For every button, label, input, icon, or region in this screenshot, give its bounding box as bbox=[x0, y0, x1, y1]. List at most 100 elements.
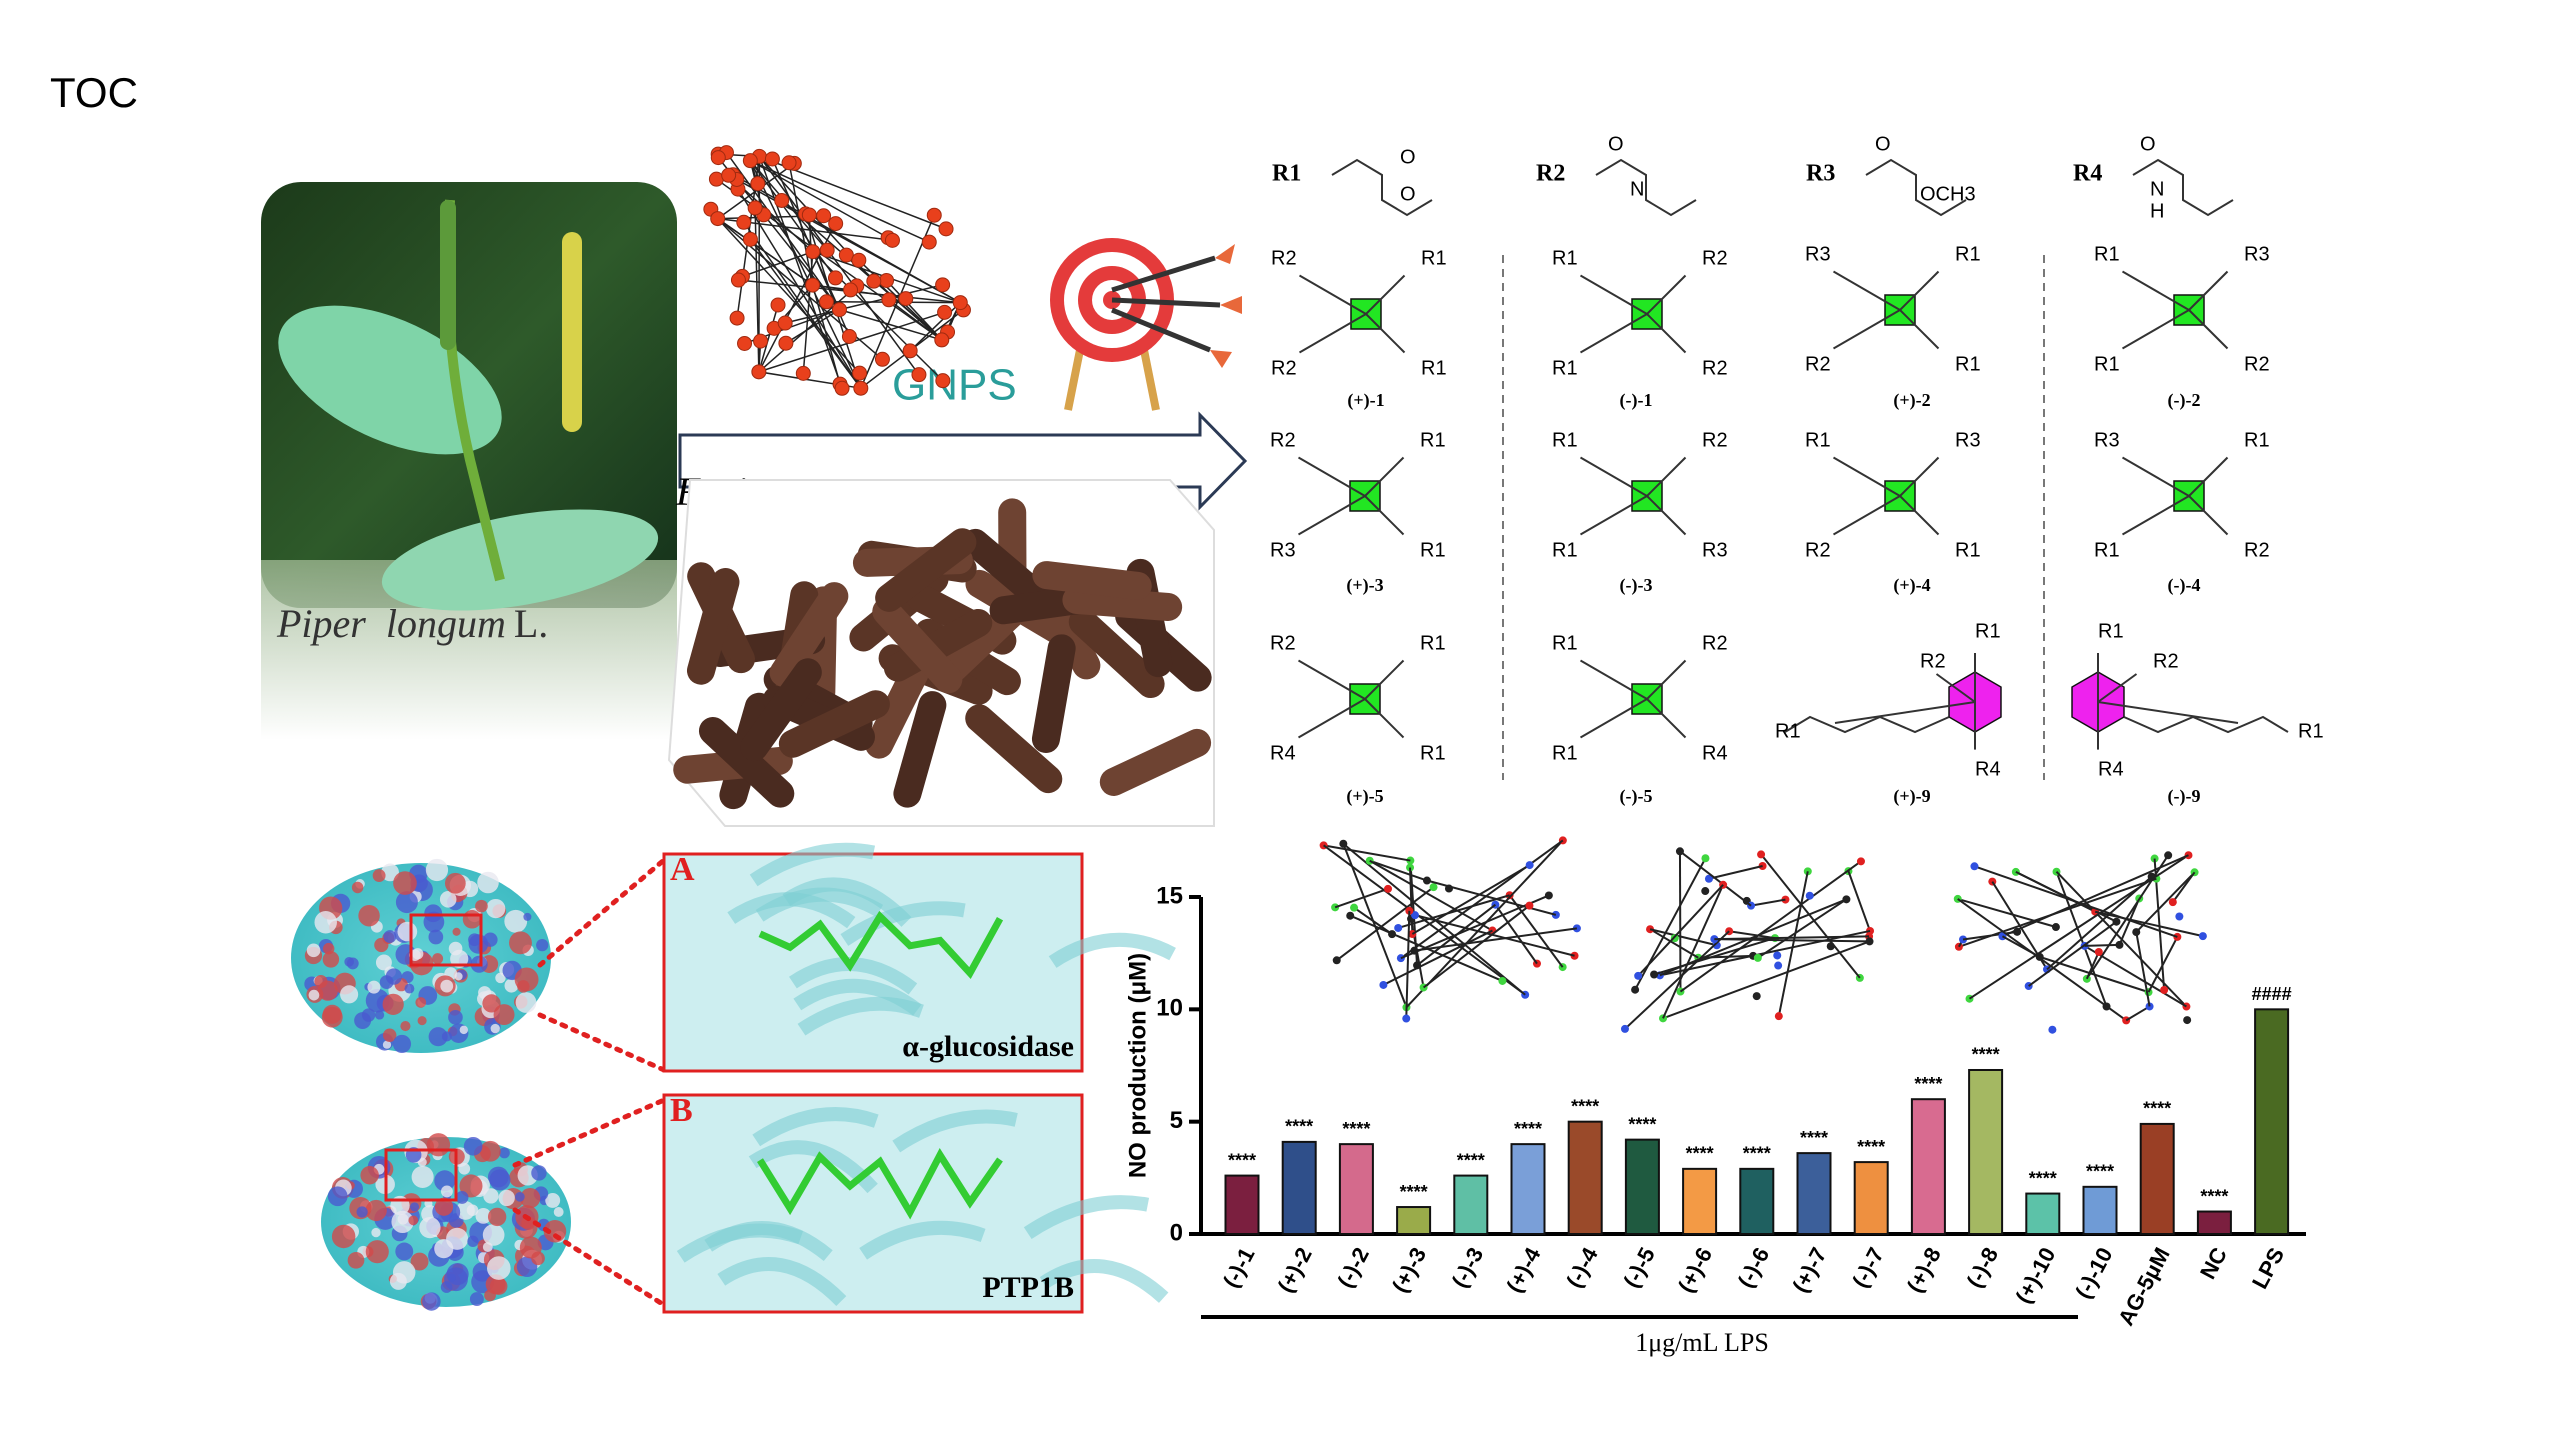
surface-patch bbox=[517, 980, 530, 993]
x-tick-label: (+)-3 bbox=[1387, 1243, 1431, 1296]
node bbox=[742, 231, 758, 247]
bar bbox=[2082, 1185, 2118, 1235]
group-label: R2 bbox=[1920, 650, 1946, 672]
atom-bond bbox=[1369, 859, 1428, 882]
bond bbox=[1364, 698, 1405, 739]
edge bbox=[749, 160, 828, 251]
atom bbox=[1634, 971, 1643, 980]
group-label: R4 bbox=[1975, 758, 2001, 780]
bond bbox=[1899, 270, 1940, 311]
surface-patch bbox=[322, 1004, 342, 1024]
atom-label: O bbox=[1608, 133, 1624, 155]
bond bbox=[1579, 313, 1648, 354]
atom bbox=[1704, 874, 1713, 883]
atom bbox=[1620, 1024, 1629, 1033]
node bbox=[777, 315, 793, 331]
atom bbox=[1350, 903, 1359, 912]
bond bbox=[2121, 309, 2190, 350]
surface-patch bbox=[482, 994, 501, 1013]
significance-label: **** bbox=[1228, 1150, 1256, 1170]
fruit bbox=[1062, 585, 1183, 621]
edge bbox=[758, 304, 779, 373]
node bbox=[818, 294, 834, 310]
atom bbox=[2183, 1016, 2192, 1025]
spike bbox=[562, 232, 582, 432]
bar bbox=[1281, 1140, 1317, 1236]
surface-patch bbox=[425, 858, 449, 882]
node bbox=[781, 155, 797, 171]
bond bbox=[2188, 270, 2229, 311]
surface-patch bbox=[428, 929, 444, 945]
surface-patch bbox=[459, 1174, 483, 1198]
compound-label: (+)-2 bbox=[1893, 390, 1930, 411]
surface-patch bbox=[493, 1004, 515, 1026]
atom-bond bbox=[1777, 871, 1809, 1017]
bond bbox=[1579, 659, 1648, 700]
node bbox=[764, 151, 780, 167]
atom-bond bbox=[1678, 851, 1682, 992]
bar bbox=[1739, 1167, 1775, 1236]
atom bbox=[1498, 976, 1507, 985]
node bbox=[827, 270, 843, 286]
surface-patch bbox=[417, 1016, 427, 1026]
atom-bond bbox=[1679, 860, 1862, 993]
node bbox=[938, 221, 954, 237]
surface-patch bbox=[475, 899, 488, 913]
bond bbox=[1297, 495, 1366, 536]
node bbox=[795, 365, 811, 381]
species-label: Piper longum L. bbox=[276, 601, 548, 646]
bond bbox=[1579, 698, 1648, 739]
edge bbox=[785, 308, 840, 344]
group-label: R1 bbox=[1955, 243, 1981, 265]
fruit bbox=[865, 648, 935, 759]
node bbox=[751, 364, 767, 380]
compound-label: (+)-9 bbox=[1893, 786, 1930, 807]
bond bbox=[1646, 659, 1687, 700]
bar bbox=[2196, 1210, 2232, 1235]
group-label: R1 bbox=[2094, 539, 2120, 561]
surface-patch bbox=[415, 997, 427, 1008]
atom bbox=[1544, 891, 1553, 900]
node bbox=[834, 380, 850, 396]
y-tick-label: 0 bbox=[1170, 1219, 1183, 1246]
ligand bbox=[757, 1148, 1003, 1220]
surface-patch bbox=[434, 1170, 456, 1192]
bond bbox=[1298, 313, 1367, 354]
surface-patch bbox=[383, 930, 397, 944]
compound-label: (+)-1 bbox=[1347, 390, 1384, 411]
surface-patch bbox=[467, 1235, 479, 1247]
surface-patch bbox=[520, 1188, 541, 1209]
surface-patch bbox=[487, 1207, 507, 1227]
atom bbox=[1379, 980, 1388, 989]
node bbox=[921, 234, 937, 250]
bar bbox=[1853, 1161, 1889, 1236]
node bbox=[866, 273, 882, 289]
atom-bond bbox=[1426, 879, 1557, 916]
atom-bond bbox=[1637, 884, 1724, 977]
group-label: R1 bbox=[2098, 620, 2124, 642]
bond bbox=[1832, 270, 1901, 311]
surface-patch bbox=[347, 1251, 365, 1269]
fruit bbox=[875, 528, 977, 612]
surface-patch bbox=[447, 1273, 456, 1283]
group-label: R1 bbox=[1552, 742, 1578, 764]
atom bbox=[1394, 923, 1403, 932]
node bbox=[828, 216, 844, 232]
x-tick-label: (+)-2 bbox=[1273, 1243, 1317, 1296]
atom bbox=[1402, 1014, 1411, 1023]
node bbox=[898, 291, 914, 307]
x-tick-label: (+)-6 bbox=[1673, 1243, 1717, 1296]
y-tick-label: 10 bbox=[1156, 995, 1183, 1022]
atom-label: H bbox=[2150, 200, 2164, 222]
x-tick-label: (+)-10 bbox=[2010, 1243, 2060, 1307]
side-chain bbox=[2123, 715, 2289, 734]
fruit bbox=[1099, 728, 1212, 796]
node bbox=[737, 335, 753, 351]
atom-bond bbox=[1323, 844, 1411, 862]
fruit bbox=[872, 597, 963, 694]
atom-bond bbox=[1679, 850, 1752, 907]
bond bbox=[1646, 313, 1687, 354]
compound-label: (+)-3 bbox=[1346, 575, 1383, 596]
leaf bbox=[381, 509, 659, 611]
